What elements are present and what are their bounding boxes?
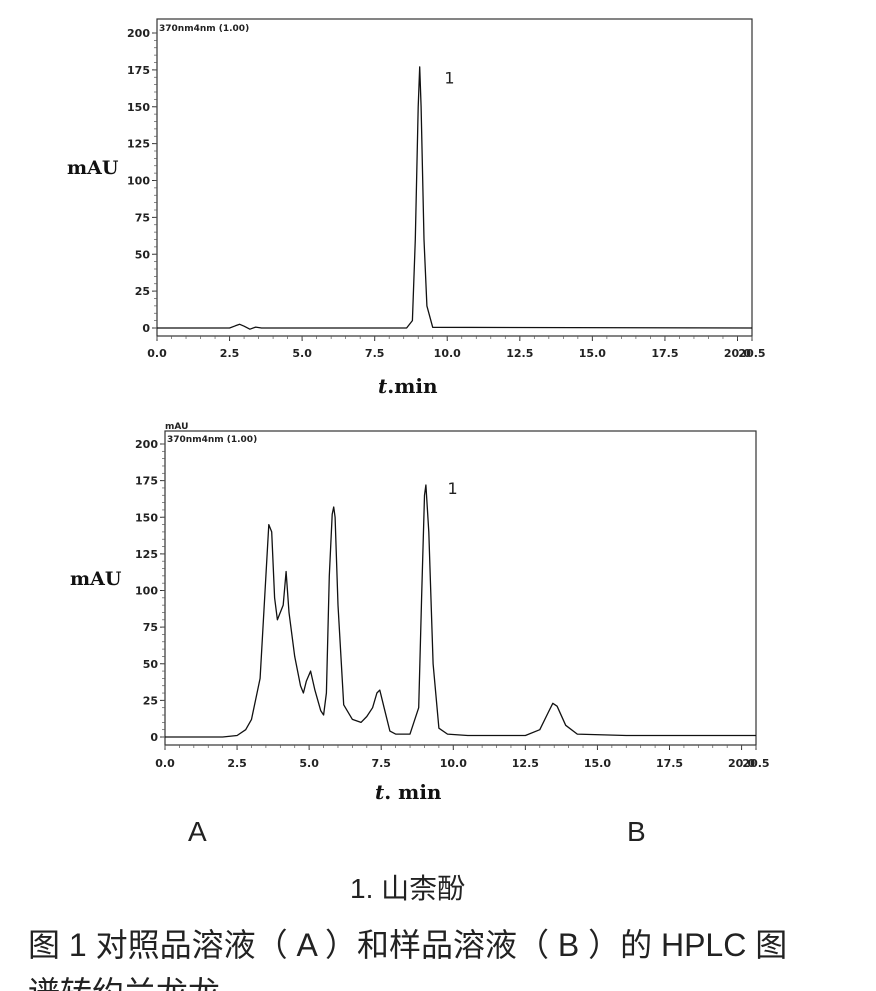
figure-caption-line2: 谱转约兰龙龙 [28,975,220,991]
chart-a-chromatogram-trace [157,66,753,330]
chart-a-plot-frame [156,18,753,337]
chart-b-ytick-label: 125 [135,548,158,561]
chart-b-corner-unit: mAU [165,422,188,432]
chart-a-ytick-label: 75 [135,211,150,224]
chart-a-ytick-label: 125 [127,138,150,151]
chart-b-chromatogram-trace [165,484,756,738]
chart-b-xtick-label: 0.0 [155,757,175,770]
chart-b: mAU 370nm4nm (1.00) 0 25 50 75 100 125 150 175 2… [70,422,770,804]
chart-b-plot-frame [164,430,757,746]
chart-a-header: 370nm4nm (1.00) [159,24,249,34]
chart-b-ytick-label: 175 [135,475,158,488]
chart-b-peak-label: 1 [448,479,458,498]
chart-b-xlabel: t. min [375,780,442,804]
chart-a-ytick-label: 200 [127,27,150,40]
chart-a-xtick-label: 7.5 [365,347,385,360]
panel-label-b: B [627,816,646,847]
chart-a-xtick-label: 0.0 [147,347,167,360]
chart-b-xtick-label: 5.0 [299,757,319,770]
chart-a-xtick-label: 10.0 [434,347,461,360]
chart-b-xtick-label: 17.5 [656,757,683,770]
chart-b-ytick-label: 200 [135,438,158,451]
chart-b-ytick-label: 25 [143,694,158,707]
chart-a: 370nm4nm (1.00) 0 25 50 75 100 125 150 175 200 0.… [67,18,766,398]
chart-b-header: 370nm4nm (1.00) [167,435,257,445]
chart-b-xtick-label: 20.5 [742,757,769,770]
chart-b-xtick-label: 20.0 [728,757,755,770]
chart-a-ytick-label: 50 [135,248,151,261]
chart-a-xtick-label: 12.5 [506,347,533,360]
chart-b-xlabel-t: t [375,780,385,804]
chart-a-xtick-label: 20.0 [724,347,751,360]
chart-a-ytick-label: 100 [127,175,150,188]
chart-b-ytick-label: 50 [143,658,159,671]
chart-a-ylabel: mAU [67,157,119,179]
chart-a-xtick-label: 2.5 [220,347,240,360]
chart-a-xtick-label: 5.0 [292,347,312,360]
chart-b-ytick-label: 75 [143,621,158,634]
chart-b-xtick-label: 12.5 [512,757,539,770]
chart-a-xtick-label: 20.5 [738,347,765,360]
chart-a-peak-label: 1 [444,68,454,87]
chart-b-ytick-label: 100 [135,585,158,598]
chart-a-ytick-label: 0 [142,322,150,335]
chart-b-ylabel: mAU [70,568,122,590]
chart-a-xlabel-t: t [378,374,388,398]
chart-b-ytick-label: 0 [150,731,158,744]
chart-b-xtick-label: 7.5 [371,757,391,770]
chart-a-ytick-label: 150 [127,101,150,114]
panel-label-a: A [188,816,207,847]
chart-b-xtick-label: 2.5 [227,757,247,770]
chart-b-xlabel-unit: . min [384,780,442,804]
chart-a-xlabel: t.min [378,374,438,398]
chart-b-xtick-label: 10.0 [440,757,467,770]
chart-b-ytick-label: 150 [135,511,158,524]
chart-a-xlabel-unit: .min [387,374,438,398]
chart-a-ytick-label: 25 [135,285,150,298]
chart-a-xtick-label: 15.0 [579,347,606,360]
chart-a-ytick-label: 175 [127,64,150,77]
compound-label: 1. 山柰酚 [350,873,465,904]
chart-a-xtick-label: 17.5 [651,347,678,360]
chart-b-xtick-label: 15.0 [584,757,611,770]
figure-caption-line1: 图 1 对照品溶液（ A ）和样品溶液（ B ）的 HPLC 图 [28,927,787,963]
